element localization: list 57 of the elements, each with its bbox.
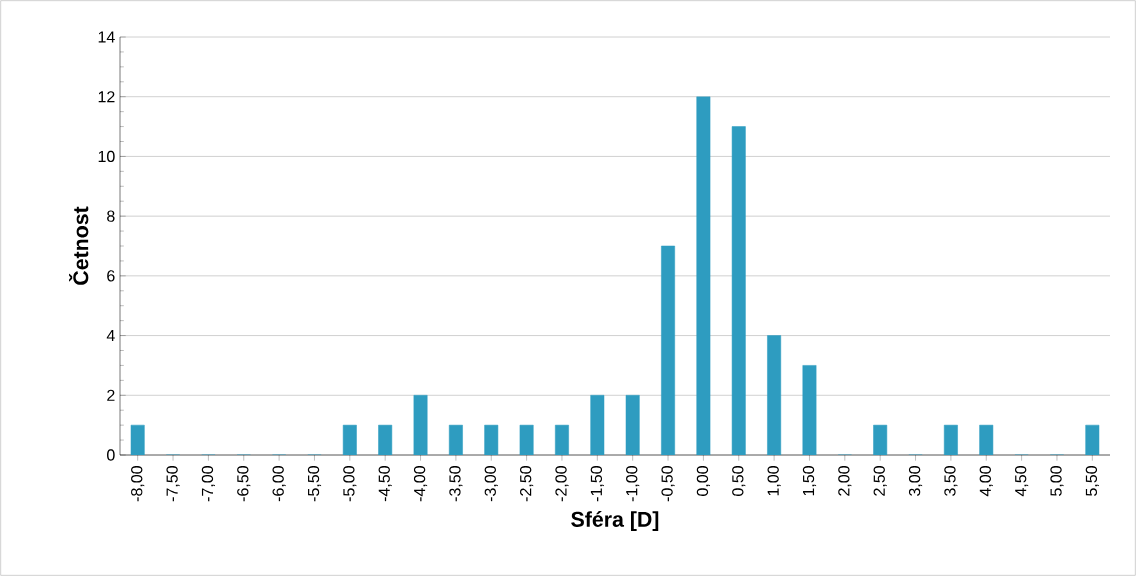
x-axis-title: Sféra [D] xyxy=(571,511,659,532)
x-tick-label: -6,50 xyxy=(237,466,251,502)
y-tick-label: 12 xyxy=(98,91,115,103)
x-tick-label: -4,50 xyxy=(378,466,392,502)
x-tick-label: 1,50 xyxy=(802,466,817,496)
bar xyxy=(130,424,145,455)
bar xyxy=(873,424,888,455)
bar xyxy=(979,424,994,455)
x-tick-label: -5,00 xyxy=(343,466,357,502)
bar xyxy=(590,395,605,455)
x-tick-label: -0,50 xyxy=(661,466,675,502)
x-tick-label: 5,00 xyxy=(1050,466,1064,496)
bar xyxy=(342,424,357,455)
x-tick-label: -7,00 xyxy=(201,466,216,502)
y-tick-label: 10 xyxy=(98,150,115,163)
bar xyxy=(625,395,640,455)
y-tick-label: 6 xyxy=(107,270,115,282)
y-tick-label: 14 xyxy=(98,31,115,43)
bar xyxy=(555,424,569,455)
x-tick-label: 3,50 xyxy=(944,466,958,496)
x-tick-label: 4,50 xyxy=(1015,466,1029,497)
y-tick-label: 8 xyxy=(107,210,115,222)
bar xyxy=(413,395,428,455)
x-tick-label: -3,00 xyxy=(484,466,498,502)
bar xyxy=(802,365,817,455)
bar xyxy=(484,424,499,455)
bar xyxy=(661,245,675,455)
x-tick-label: 3,00 xyxy=(908,466,923,496)
bar xyxy=(767,335,782,455)
x-tick-label: -1,50 xyxy=(590,466,604,502)
x-tick-label: 4,00 xyxy=(979,466,993,497)
x-tick-label: 0,50 xyxy=(732,466,746,496)
bar xyxy=(943,424,958,455)
x-tick-label: -2,50 xyxy=(520,466,534,502)
x-tick-label: -2,00 xyxy=(555,466,569,502)
y-axis-title: Četnost xyxy=(69,206,89,285)
bar xyxy=(519,424,534,455)
x-tick-label: -5,50 xyxy=(307,466,322,502)
bar xyxy=(378,424,393,455)
x-tick-label: 1,00 xyxy=(767,466,781,496)
x-tick-label: 5,50 xyxy=(1085,466,1099,496)
bar xyxy=(448,424,463,455)
x-tick-label: -3,50 xyxy=(449,466,463,502)
bar xyxy=(696,96,711,455)
x-tick-label: -4,00 xyxy=(413,466,428,502)
x-tick-label: 2,00 xyxy=(838,466,852,496)
x-tick-label: -7,50 xyxy=(166,466,180,502)
x-tick-label: -6,00 xyxy=(272,466,286,502)
bar xyxy=(1085,424,1100,455)
bar xyxy=(731,126,746,455)
y-tick-label: 2 xyxy=(107,389,115,401)
x-tick-label: 2,50 xyxy=(873,466,887,496)
x-tick-label: -1,00 xyxy=(626,466,640,502)
y-tick-label: 4 xyxy=(106,330,115,342)
y-tick-label: 0 xyxy=(107,449,115,461)
x-tick-label: 0,00 xyxy=(696,466,711,496)
x-tick-label: -8,00 xyxy=(131,466,145,502)
